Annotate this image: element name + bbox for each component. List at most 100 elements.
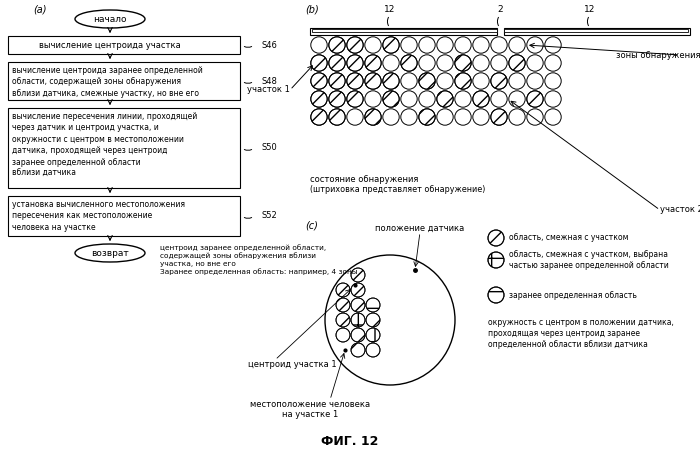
Circle shape bbox=[336, 313, 350, 327]
Circle shape bbox=[509, 73, 525, 89]
Circle shape bbox=[311, 73, 327, 89]
Circle shape bbox=[336, 328, 350, 342]
Circle shape bbox=[383, 37, 399, 53]
Circle shape bbox=[365, 37, 382, 53]
Circle shape bbox=[365, 73, 382, 89]
Ellipse shape bbox=[75, 244, 145, 262]
Circle shape bbox=[509, 37, 525, 53]
Circle shape bbox=[351, 328, 365, 342]
Circle shape bbox=[329, 37, 345, 53]
Circle shape bbox=[383, 55, 399, 71]
Circle shape bbox=[527, 91, 543, 107]
Text: состояние обнаружения: состояние обнаружения bbox=[310, 176, 419, 184]
Bar bbox=[310, 28, 496, 35]
Circle shape bbox=[401, 37, 417, 53]
Circle shape bbox=[351, 313, 365, 327]
Bar bbox=[503, 29, 688, 32]
Circle shape bbox=[311, 109, 327, 125]
Bar bbox=[8, 196, 240, 236]
Circle shape bbox=[473, 91, 489, 107]
Circle shape bbox=[527, 109, 543, 125]
Bar bbox=[503, 28, 690, 35]
Bar bbox=[312, 29, 496, 32]
Circle shape bbox=[351, 343, 365, 357]
Text: участок 1: участок 1 bbox=[247, 85, 290, 94]
Text: S48: S48 bbox=[262, 77, 278, 85]
Text: (штриховка представляет обнаружение): (штриховка представляет обнаружение) bbox=[310, 186, 485, 194]
Text: S50: S50 bbox=[262, 143, 278, 153]
Circle shape bbox=[473, 109, 489, 125]
Circle shape bbox=[455, 37, 471, 53]
Circle shape bbox=[437, 73, 453, 89]
Text: возврат: возврат bbox=[91, 248, 129, 257]
Circle shape bbox=[545, 37, 561, 53]
Bar bbox=[8, 62, 240, 100]
Circle shape bbox=[346, 55, 363, 71]
Text: (b): (b) bbox=[305, 5, 318, 15]
Circle shape bbox=[419, 91, 435, 107]
Ellipse shape bbox=[75, 10, 145, 28]
Circle shape bbox=[419, 109, 435, 125]
Circle shape bbox=[366, 298, 380, 312]
Text: S52: S52 bbox=[262, 212, 278, 221]
Text: участок 2: участок 2 bbox=[660, 206, 700, 214]
Circle shape bbox=[329, 91, 345, 107]
Circle shape bbox=[473, 73, 489, 89]
Circle shape bbox=[329, 55, 345, 71]
Text: область, смежная с участком, выбрана
частью заранее определенной области: область, смежная с участком, выбрана час… bbox=[509, 250, 668, 270]
Circle shape bbox=[473, 37, 489, 53]
Circle shape bbox=[437, 37, 453, 53]
Circle shape bbox=[329, 73, 345, 89]
Bar bbox=[8, 36, 240, 54]
Circle shape bbox=[311, 91, 327, 107]
Circle shape bbox=[336, 298, 350, 312]
Circle shape bbox=[527, 55, 543, 71]
Text: S46: S46 bbox=[262, 40, 278, 49]
Circle shape bbox=[366, 313, 380, 327]
Text: (c): (c) bbox=[305, 220, 318, 230]
Circle shape bbox=[509, 109, 525, 125]
Text: (a): (a) bbox=[34, 5, 47, 15]
Circle shape bbox=[545, 109, 561, 125]
Circle shape bbox=[545, 55, 561, 71]
Text: местоположение человека
на участке 1: местоположение человека на участке 1 bbox=[250, 400, 370, 419]
Circle shape bbox=[383, 91, 399, 107]
Circle shape bbox=[351, 298, 365, 312]
Circle shape bbox=[419, 37, 435, 53]
Circle shape bbox=[325, 255, 455, 385]
Text: окружность с центром в положении датчика,
проходящая через центроид заранее
опре: окружность с центром в положении датчика… bbox=[488, 318, 674, 349]
Text: центроид участка 1: центроид участка 1 bbox=[248, 360, 337, 369]
Circle shape bbox=[346, 109, 363, 125]
Circle shape bbox=[366, 343, 380, 357]
Circle shape bbox=[437, 55, 453, 71]
Circle shape bbox=[365, 91, 382, 107]
Text: вычисление центроида заранее определенной
области, содержащей зоны обнаружения
в: вычисление центроида заранее определенно… bbox=[12, 66, 203, 98]
Text: зоны обнаружения: зоны обнаружения bbox=[615, 50, 700, 59]
Circle shape bbox=[455, 109, 471, 125]
Circle shape bbox=[366, 328, 380, 342]
Circle shape bbox=[437, 91, 453, 107]
Circle shape bbox=[437, 109, 453, 125]
Circle shape bbox=[545, 73, 561, 89]
Circle shape bbox=[491, 73, 508, 89]
Circle shape bbox=[527, 73, 543, 89]
Circle shape bbox=[311, 55, 327, 71]
Circle shape bbox=[365, 55, 382, 71]
Circle shape bbox=[491, 91, 508, 107]
Text: центроид заранее определенной области,
содержащей зоны обнаружения вблизи
участк: центроид заранее определенной области, с… bbox=[160, 244, 358, 276]
Circle shape bbox=[455, 91, 471, 107]
Text: вычисление пересечения линии, проходящей
через датчик и центроид участка, и
окру: вычисление пересечения линии, проходящей… bbox=[12, 112, 197, 178]
Text: 12: 12 bbox=[584, 5, 596, 15]
Text: заранее определенная область: заранее определенная область bbox=[509, 291, 637, 300]
Circle shape bbox=[329, 109, 345, 125]
Bar bbox=[8, 108, 240, 188]
Text: вычисление центроида участка: вычисление центроида участка bbox=[39, 40, 181, 49]
Text: ФИГ. 12: ФИГ. 12 bbox=[321, 435, 379, 448]
Circle shape bbox=[351, 268, 365, 282]
Circle shape bbox=[509, 55, 525, 71]
Circle shape bbox=[419, 55, 435, 71]
Text: 12: 12 bbox=[384, 5, 395, 15]
Circle shape bbox=[473, 55, 489, 71]
Circle shape bbox=[455, 55, 471, 71]
Circle shape bbox=[491, 109, 508, 125]
